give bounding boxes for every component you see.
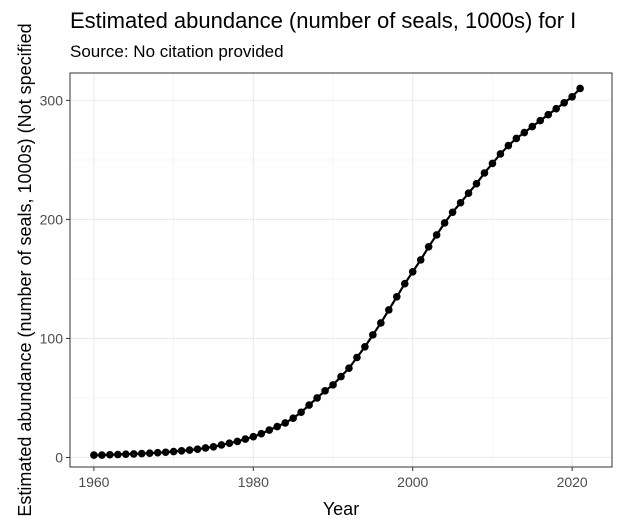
data-point — [345, 364, 353, 373]
data-point — [106, 450, 114, 459]
data-point — [137, 449, 146, 458]
x-tick-label: 2000 — [397, 474, 428, 490]
data-point — [576, 84, 584, 93]
data-point — [361, 342, 369, 351]
data-point — [480, 169, 489, 177]
y-tick-label: 200 — [40, 211, 64, 227]
data-point — [161, 448, 170, 457]
data-point — [305, 401, 313, 409]
data-point — [329, 381, 337, 389]
data-point — [313, 394, 321, 402]
data-point — [504, 141, 513, 150]
data-point — [233, 437, 242, 446]
minor-gridlines — [70, 73, 612, 467]
data-point — [281, 419, 290, 427]
data-point — [392, 292, 401, 301]
plot-panel-border — [69, 72, 613, 468]
data-point — [98, 451, 106, 459]
y-tick-label: 100 — [40, 330, 64, 346]
chart-title: Estimated abundance (number of seals, 10… — [70, 8, 577, 33]
data-point — [520, 128, 529, 137]
data-point — [289, 414, 297, 422]
data-point — [544, 110, 553, 119]
data-point — [241, 435, 250, 443]
data-point — [265, 426, 274, 434]
y-axis-title: Estimated abundance (number of seals, 10… — [15, 23, 35, 516]
data-point — [114, 450, 122, 459]
data-point — [400, 279, 409, 288]
data-point — [249, 432, 258, 441]
y-tick-label: 300 — [40, 92, 64, 108]
data-point — [353, 353, 361, 362]
data-point — [169, 447, 178, 456]
data-point — [552, 104, 561, 113]
data-point — [369, 331, 377, 339]
data-point — [528, 122, 537, 131]
data-point — [201, 444, 210, 452]
data-point — [488, 159, 497, 168]
data-point — [217, 441, 226, 449]
y-tick-label: 0 — [55, 449, 63, 465]
data-point — [209, 442, 218, 451]
chart-subtitle: Source: No citation provided — [70, 42, 284, 61]
x-tick-label: 1980 — [238, 474, 269, 490]
data-point — [121, 450, 130, 458]
data-point — [257, 429, 266, 438]
data-point — [321, 387, 329, 395]
data-point — [424, 242, 433, 251]
data-point — [297, 408, 305, 417]
data-point — [193, 445, 202, 453]
data-point — [408, 267, 417, 276]
y-axis: 0 100 200 300 — [40, 92, 70, 465]
data-point — [145, 449, 154, 457]
data-point — [129, 450, 138, 458]
data-point — [273, 422, 282, 431]
data-point — [385, 306, 393, 314]
x-axis-title: Year — [323, 499, 359, 519]
data-point — [185, 446, 194, 454]
major-gridlines — [70, 73, 612, 467]
data-point — [432, 231, 441, 239]
x-axis: 1960 1980 2000 2020 — [78, 467, 588, 490]
data-point — [536, 116, 545, 125]
data-point — [512, 134, 521, 143]
data-point — [337, 372, 345, 381]
data-point — [440, 219, 449, 227]
data-point — [153, 448, 162, 457]
x-tick-label: 2020 — [557, 474, 588, 490]
data-point — [560, 98, 568, 107]
x-tick-label: 1960 — [78, 474, 109, 490]
data-point — [225, 439, 234, 447]
data-point — [472, 179, 481, 188]
data-point — [377, 319, 385, 327]
data-point — [177, 447, 186, 455]
data-point — [496, 150, 505, 158]
data-point — [464, 189, 473, 198]
series-layer — [90, 84, 584, 459]
data-point — [568, 93, 576, 101]
data-point — [90, 451, 98, 459]
data-point — [448, 208, 457, 217]
data-point — [456, 198, 465, 207]
data-point — [416, 256, 425, 264]
